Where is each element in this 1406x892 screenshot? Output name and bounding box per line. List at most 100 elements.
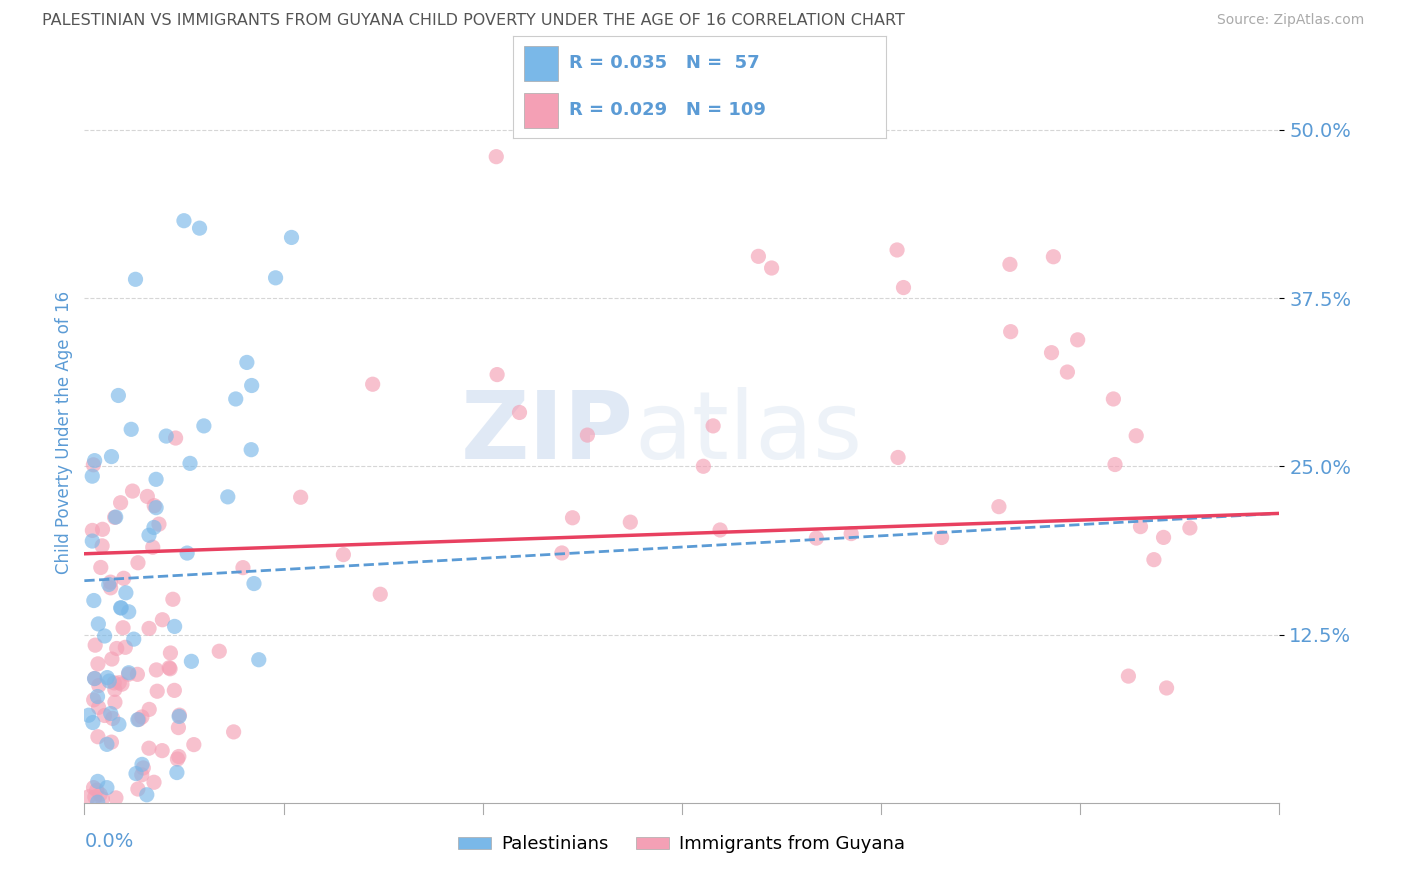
Point	[188, 221, 211, 235]
Point	[692, 459, 714, 474]
Point	[709, 523, 731, 537]
Point	[100, 450, 122, 464]
Point	[138, 741, 160, 756]
Point	[111, 677, 134, 691]
Point	[166, 752, 188, 766]
Point	[1178, 521, 1201, 535]
Point	[222, 725, 245, 739]
Point	[167, 749, 190, 764]
Point	[987, 500, 1010, 514]
Point	[115, 586, 138, 600]
Point	[508, 405, 530, 419]
Point	[100, 706, 122, 721]
Point	[806, 531, 828, 545]
Point	[1129, 519, 1152, 533]
Point	[100, 581, 122, 595]
Point	[166, 765, 188, 780]
Point	[179, 456, 201, 470]
Point	[761, 260, 783, 275]
Point	[103, 676, 125, 690]
Point	[173, 213, 195, 227]
Point	[83, 672, 105, 686]
Point	[176, 546, 198, 560]
Point	[217, 490, 239, 504]
Point	[886, 243, 908, 257]
Point	[87, 730, 110, 744]
Point	[159, 646, 181, 660]
Point	[127, 556, 149, 570]
Text: R = 0.029   N = 109: R = 0.029 N = 109	[569, 101, 766, 119]
Point	[163, 683, 186, 698]
Point	[138, 528, 160, 542]
Point	[117, 667, 139, 681]
Point	[240, 378, 263, 392]
Point	[998, 257, 1021, 271]
Point	[125, 766, 148, 780]
Point	[108, 675, 131, 690]
Point	[145, 663, 167, 677]
Point	[264, 270, 287, 285]
Point	[1102, 392, 1125, 406]
Point	[368, 587, 391, 601]
Point	[83, 780, 105, 795]
Text: ZIP: ZIP	[461, 386, 634, 479]
Point	[96, 737, 118, 751]
Point	[163, 619, 186, 633]
Point	[89, 788, 111, 802]
Point	[104, 682, 127, 697]
Point	[82, 524, 104, 538]
Point	[551, 546, 574, 560]
Point	[83, 693, 105, 707]
Point	[114, 640, 136, 655]
Point	[162, 592, 184, 607]
Point	[146, 684, 169, 698]
Point	[127, 782, 149, 797]
Y-axis label: Child Poverty Under the Age of 16: Child Poverty Under the Age of 16	[55, 291, 73, 574]
Point	[247, 653, 270, 667]
Point	[332, 548, 354, 562]
Text: PALESTINIAN VS IMMIGRANTS FROM GUYANA CHILD POVERTY UNDER THE AGE OF 16 CORRELAT: PALESTINIAN VS IMMIGRANTS FROM GUYANA CH…	[42, 13, 905, 29]
Point	[576, 428, 599, 442]
Point	[280, 230, 302, 244]
Point	[100, 735, 122, 749]
Point	[83, 789, 105, 804]
Point	[112, 571, 135, 585]
Point	[86, 783, 108, 797]
Point	[82, 469, 104, 483]
Point	[1118, 669, 1140, 683]
Point	[100, 575, 122, 590]
Point	[131, 757, 153, 772]
Point	[361, 377, 384, 392]
Point	[122, 632, 145, 647]
Point	[127, 713, 149, 727]
Point	[87, 774, 110, 789]
Point	[83, 453, 105, 467]
Point	[83, 672, 105, 686]
Point	[132, 761, 155, 775]
Point	[142, 541, 165, 555]
Point	[243, 576, 266, 591]
Point	[96, 780, 118, 795]
Point	[138, 622, 160, 636]
Point	[225, 392, 247, 406]
Point	[87, 657, 110, 671]
Point	[120, 422, 142, 436]
Point	[96, 671, 118, 685]
Point	[77, 789, 100, 804]
Bar	[524, 45, 558, 81]
Point	[167, 709, 190, 723]
Point	[159, 662, 181, 676]
Point	[82, 458, 104, 472]
Legend: Palestinians, Immigrants from Guyana: Palestinians, Immigrants from Guyana	[451, 828, 912, 861]
Point	[183, 738, 205, 752]
Bar	[524, 93, 558, 128]
Point	[931, 531, 953, 545]
Point	[1042, 250, 1064, 264]
Point	[110, 601, 132, 615]
Point	[104, 695, 127, 709]
Point	[145, 472, 167, 486]
Text: 0.0%: 0.0%	[84, 832, 134, 852]
Point	[135, 788, 157, 802]
Point	[82, 534, 104, 549]
Point	[138, 702, 160, 716]
